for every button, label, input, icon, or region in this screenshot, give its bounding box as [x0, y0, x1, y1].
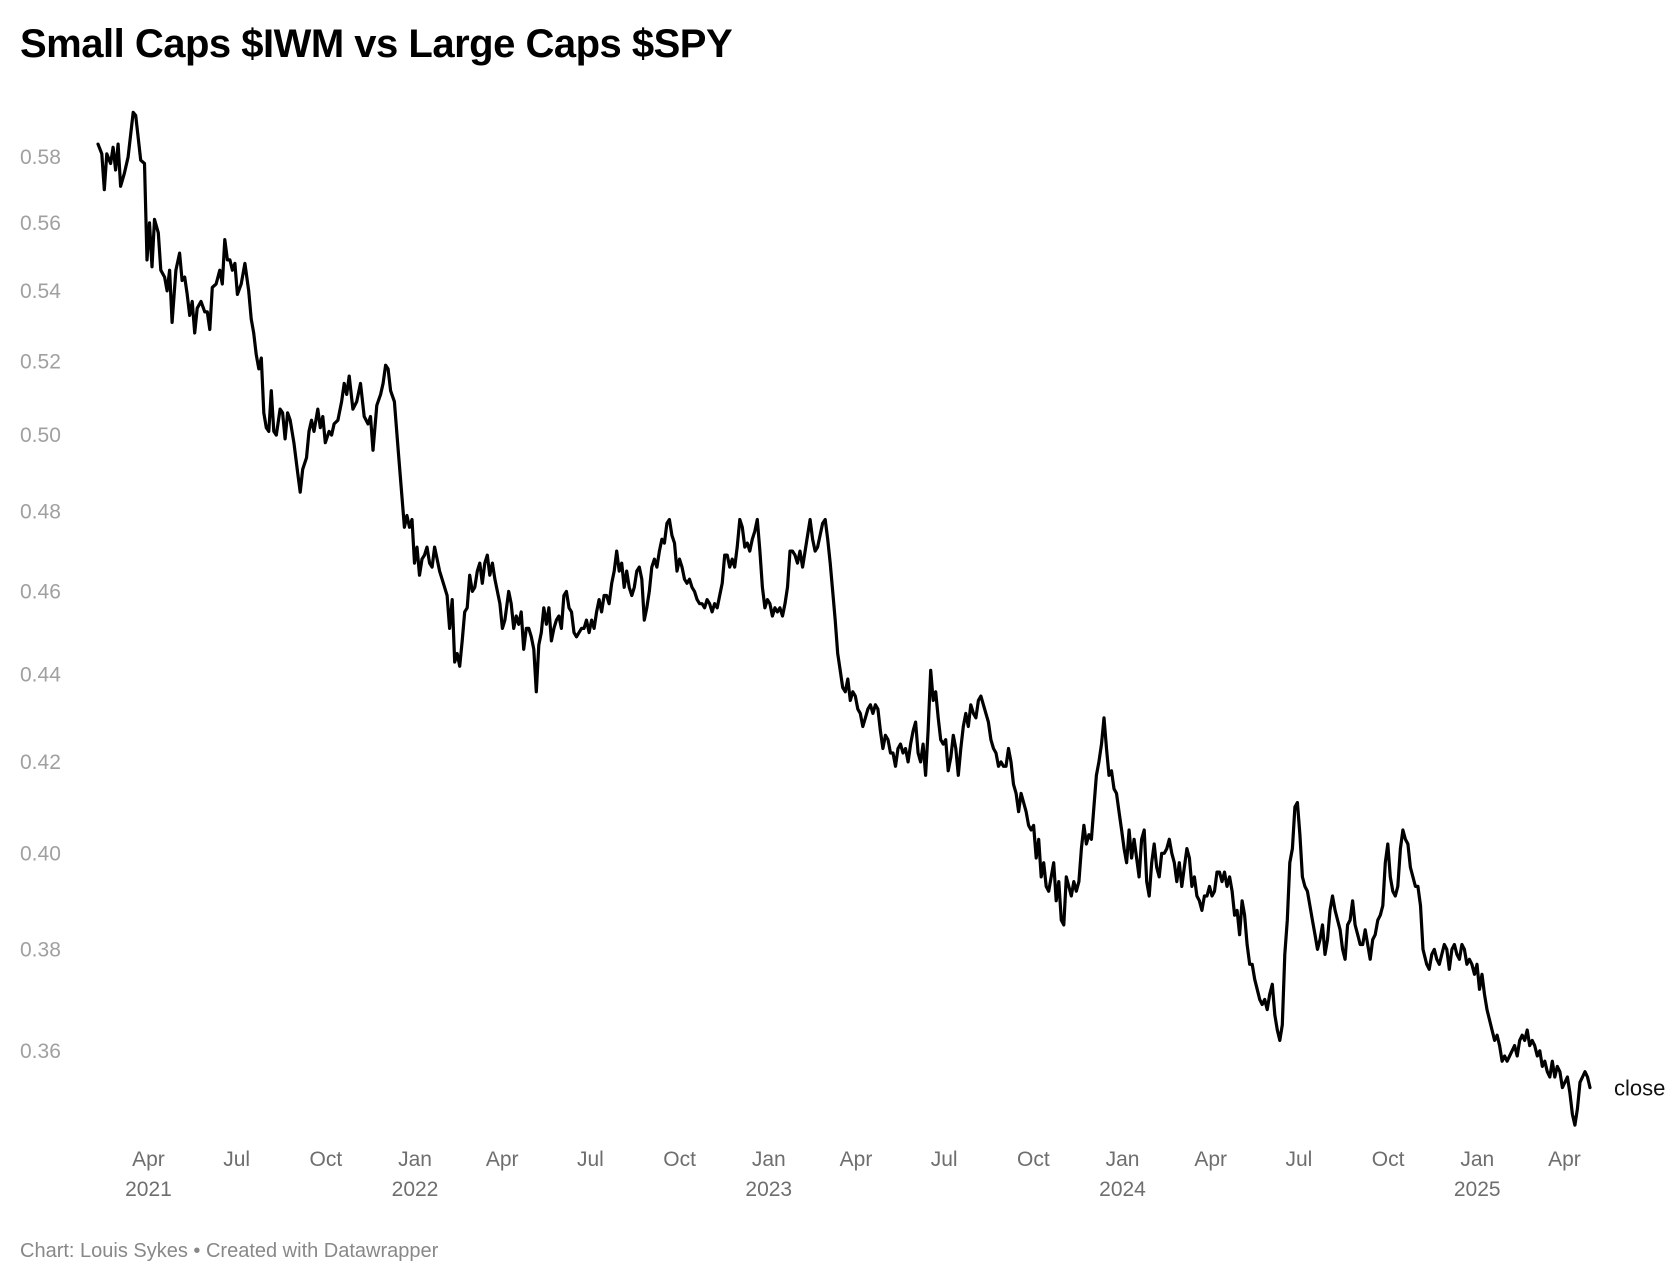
y-tick-label: 0.38: [20, 938, 61, 961]
x-tick-label: Jul: [577, 1148, 604, 1171]
x-tick-label: Jul: [931, 1148, 958, 1171]
x-tick-label: Apr: [486, 1148, 519, 1171]
x-axis: Apr 2021 Jul Oct Jan 2022 Apr Jul Oct Jan 2023 Apr J…: [125, 1148, 1581, 1201]
x-tick-label: Apr: [132, 1148, 165, 1171]
y-tick-label: 0.36: [20, 1040, 61, 1063]
y-tick-label: 0.48: [20, 501, 61, 524]
x-tick-year: 2023: [745, 1178, 792, 1201]
series-line-close: [96, 110, 1592, 1127]
x-tick-year: 2024: [1099, 1178, 1146, 1201]
y-tick-label: 0.44: [20, 664, 61, 687]
y-tick-label: 0.58: [20, 146, 61, 169]
x-tick-year: 2021: [125, 1178, 172, 1201]
y-tick-label: 0.40: [20, 842, 61, 865]
chart-footer: Chart: Louis Sykes • Created with Datawr…: [20, 1240, 439, 1262]
x-tick-label: Apr: [840, 1148, 873, 1171]
y-axis: 0.58 0.56 0.54 0.52 0.50 0.48 0.46 0.44 0.42 0.40…: [20, 146, 61, 1063]
y-tick-label: 0.54: [20, 280, 61, 303]
x-tick-label: Oct: [309, 1148, 342, 1171]
x-tick-label: Jul: [1285, 1148, 1312, 1171]
y-tick-label: 0.56: [20, 212, 61, 235]
x-tick-label: Jan: [398, 1148, 432, 1171]
x-tick-label: Oct: [1017, 1148, 1050, 1171]
x-tick-year: 2025: [1454, 1178, 1501, 1201]
chart-title: Small Caps $IWM vs Large Caps $SPY: [20, 22, 733, 66]
x-tick-label: Oct: [663, 1148, 696, 1171]
series-label-close: close: [1614, 1076, 1665, 1101]
y-tick-label: 0.46: [20, 580, 61, 603]
y-tick-label: 0.52: [20, 351, 61, 374]
x-tick-year: 2022: [392, 1178, 439, 1201]
x-tick-label: Jul: [223, 1148, 250, 1171]
x-tick-label: Jan: [1106, 1148, 1140, 1171]
x-tick-label: Oct: [1372, 1148, 1405, 1171]
x-tick-label: Apr: [1548, 1148, 1581, 1171]
x-tick-label: Jan: [1460, 1148, 1494, 1171]
y-tick-label: 0.50: [20, 424, 61, 447]
x-tick-label: Jan: [752, 1148, 786, 1171]
line-chart: 0.58 0.56 0.54 0.52 0.50 0.48 0.46 0.44 0.42 0.40…: [20, 110, 1665, 1201]
x-tick-label: Apr: [1194, 1148, 1227, 1171]
y-tick-label: 0.42: [20, 751, 61, 774]
